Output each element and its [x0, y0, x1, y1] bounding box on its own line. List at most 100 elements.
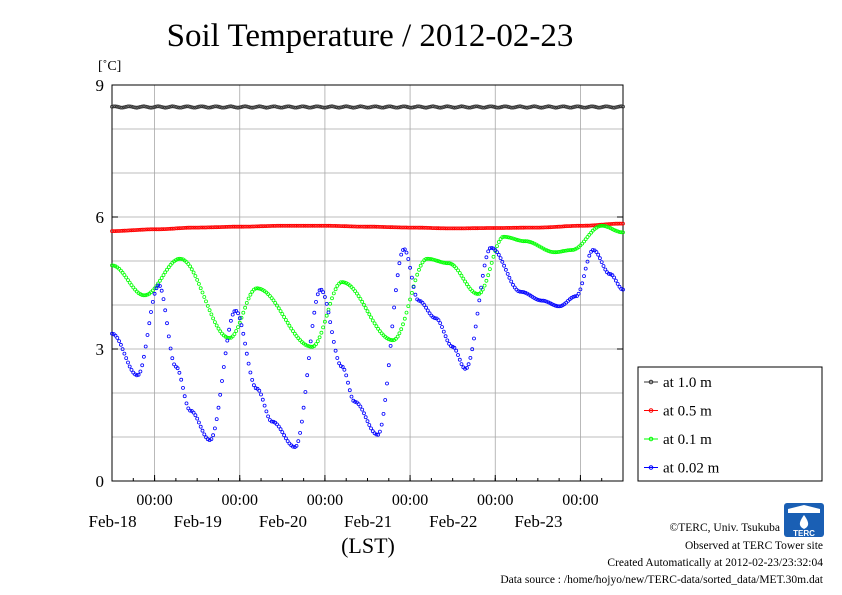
data-point	[328, 301, 333, 306]
data-point	[310, 324, 315, 328]
data-point	[484, 105, 489, 110]
data-point	[280, 430, 285, 435]
data-point	[603, 224, 608, 229]
data-point	[305, 373, 310, 378]
data-point	[198, 104, 203, 109]
data-point	[241, 331, 246, 336]
data-point	[266, 224, 271, 228]
data-point	[374, 224, 379, 229]
data-point	[496, 252, 501, 257]
data-point	[551, 303, 556, 307]
data-point	[503, 225, 508, 230]
data-point	[260, 397, 265, 402]
data-point	[441, 260, 446, 265]
data-point	[417, 225, 421, 230]
data-point	[207, 225, 212, 230]
data-point	[544, 299, 549, 304]
data-point	[484, 255, 489, 260]
data-point	[383, 225, 388, 229]
data-point	[386, 225, 391, 230]
data-point	[195, 225, 200, 230]
data-point	[289, 326, 294, 331]
y-tick-label: 0	[96, 472, 105, 491]
data-point	[351, 286, 356, 291]
data-point	[335, 105, 340, 110]
data-point	[575, 104, 579, 109]
data-point	[457, 226, 462, 231]
data-point	[392, 305, 397, 310]
data-point	[172, 226, 177, 231]
data-point	[482, 105, 487, 110]
legend-label: at 0.5 m	[663, 404, 712, 420]
data-point	[487, 246, 492, 251]
data-point	[370, 104, 375, 109]
data-point	[260, 224, 265, 229]
data-point	[246, 296, 251, 301]
data-point	[447, 226, 452, 231]
data-point	[317, 288, 322, 293]
data-point	[241, 310, 246, 315]
data-point	[113, 104, 118, 109]
data-point	[619, 286, 624, 291]
y-axis-unit: [˚C]	[98, 59, 121, 74]
data-point	[188, 104, 193, 109]
data-point	[438, 226, 443, 231]
data-point	[257, 286, 262, 291]
data-point	[441, 226, 446, 231]
data-point	[599, 260, 604, 265]
data-point	[525, 105, 530, 110]
data-point	[610, 105, 615, 110]
data-point	[170, 356, 175, 361]
data-point	[259, 392, 263, 397]
data-point	[388, 343, 393, 348]
data-point	[200, 428, 205, 433]
data-point	[555, 224, 560, 229]
data-point	[271, 104, 276, 109]
data-point	[285, 439, 290, 444]
data-point	[196, 281, 201, 286]
data-point	[399, 225, 404, 230]
data-point	[280, 312, 285, 316]
data-point	[278, 427, 283, 432]
data-point	[211, 225, 216, 230]
data-point	[516, 225, 521, 230]
data-point	[200, 290, 205, 295]
data-point	[511, 225, 515, 230]
data-point	[498, 105, 503, 110]
data-point	[324, 313, 329, 318]
data-point	[402, 247, 407, 252]
data-point	[220, 225, 224, 229]
data-point	[569, 248, 574, 252]
data-point	[285, 223, 290, 228]
data-point	[452, 345, 457, 350]
data-point	[360, 299, 365, 304]
data-point	[321, 223, 326, 228]
data-point	[115, 335, 120, 340]
data-point	[397, 331, 402, 336]
data-point	[528, 105, 533, 109]
data-point	[168, 346, 173, 351]
data-point	[496, 240, 501, 244]
data-point	[314, 342, 318, 347]
data-point	[420, 260, 425, 265]
data-point	[367, 423, 372, 427]
data-point	[230, 312, 235, 317]
data-point	[383, 398, 388, 402]
data-point	[173, 226, 178, 231]
data-point	[425, 225, 430, 230]
data-point	[287, 223, 292, 228]
data-point	[223, 224, 228, 229]
data-point	[500, 235, 505, 240]
data-point	[246, 105, 251, 109]
data-point	[110, 229, 114, 234]
data-point	[411, 225, 416, 230]
data-point	[418, 263, 423, 268]
data-point	[360, 407, 365, 412]
data-point	[411, 105, 416, 110]
data-point	[305, 223, 310, 228]
data-point	[134, 105, 139, 110]
data-point	[330, 296, 334, 301]
data-point	[443, 226, 448, 231]
data-point	[234, 224, 239, 229]
data-point	[480, 273, 485, 278]
